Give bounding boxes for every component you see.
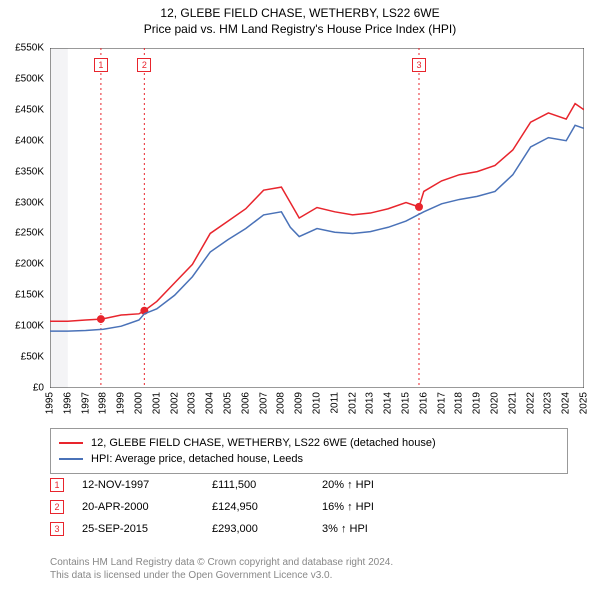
x-tick-label: 2014: [383, 392, 394, 414]
title: 12, GLEBE FIELD CHASE, WETHERBY, LS22 6W…: [0, 6, 600, 20]
x-tick-label: 1999: [116, 392, 127, 414]
x-tick-label: 1998: [98, 392, 109, 414]
y-tick-label: £550K: [15, 43, 44, 54]
x-tick-label: 1996: [62, 392, 73, 414]
price-chart: [50, 48, 584, 388]
legend: 12, GLEBE FIELD CHASE, WETHERBY, LS22 6W…: [50, 428, 568, 474]
legend-swatch-hpi: [59, 458, 83, 460]
x-tick-label: 2024: [561, 392, 572, 414]
y-tick-label: £100K: [15, 321, 44, 332]
y-tick-label: £200K: [15, 259, 44, 270]
chart-svg: [50, 48, 584, 388]
x-tick-label: 2008: [276, 392, 287, 414]
x-tick-label: 2009: [294, 392, 305, 414]
x-tick-label: 2011: [329, 392, 340, 414]
event-marker-box: 3: [412, 58, 426, 72]
x-tick-label: 2019: [472, 392, 483, 414]
event-marker-box: 1: [94, 58, 108, 72]
x-tick-label: 2021: [507, 392, 518, 414]
x-tick-label: 2023: [543, 392, 554, 414]
y-tick-label: £50K: [21, 352, 44, 363]
event-date: 12-NOV-1997: [64, 474, 212, 496]
x-tick-label: 2020: [490, 392, 501, 414]
x-tick-label: 2002: [169, 392, 180, 414]
x-tick-label: 1997: [80, 392, 91, 414]
x-tick-label: 1995: [45, 392, 56, 414]
report-container: 12, GLEBE FIELD CHASE, WETHERBY, LS22 6W…: [0, 0, 600, 590]
x-tick-label: 2016: [418, 392, 429, 414]
event-price: £293,000: [212, 518, 322, 540]
y-tick-label: £450K: [15, 104, 44, 115]
x-tick-label: 2005: [223, 392, 234, 414]
event-marker-icon: 3: [50, 522, 64, 536]
legend-swatch-property: [59, 442, 83, 444]
events-table: 1 12-NOV-1997 £111,500 20% ↑ HPI 2 20-AP…: [50, 474, 462, 540]
x-tick-label: 2022: [525, 392, 536, 414]
y-tick-label: £500K: [15, 73, 44, 84]
y-tick-label: £350K: [15, 166, 44, 177]
x-tick-label: 2001: [151, 392, 162, 414]
subtitle: Price paid vs. HM Land Registry's House …: [0, 22, 600, 36]
x-tick-label: 2007: [258, 392, 269, 414]
x-tick-label: 2012: [347, 392, 358, 414]
y-tick-label: £150K: [15, 290, 44, 301]
event-marker-icon: 1: [50, 478, 64, 492]
event-marker-box: 2: [137, 58, 151, 72]
y-tick-label: £400K: [15, 135, 44, 146]
x-tick-label: 2010: [312, 392, 323, 414]
legend-row: 12, GLEBE FIELD CHASE, WETHERBY, LS22 6W…: [59, 435, 559, 451]
x-tick-label: 2013: [365, 392, 376, 414]
y-tick-label: £250K: [15, 228, 44, 239]
footnote: Contains HM Land Registry data © Crown c…: [50, 556, 393, 582]
event-row: 1 12-NOV-1997 £111,500 20% ↑ HPI: [50, 474, 462, 496]
legend-label: HPI: Average price, detached house, Leed…: [91, 453, 303, 465]
x-tick-label: 2015: [401, 392, 412, 414]
x-tick-label: 2003: [187, 392, 198, 414]
x-tick-label: 2006: [240, 392, 251, 414]
event-date: 20-APR-2000: [64, 496, 212, 518]
footnote-line: Contains HM Land Registry data © Crown c…: [50, 556, 393, 569]
event-pct: 16% ↑ HPI: [322, 496, 462, 518]
event-marker-icon: 2: [50, 500, 64, 514]
event-pct: 3% ↑ HPI: [322, 518, 462, 540]
event-price: £124,950: [212, 496, 322, 518]
event-row: 3 25-SEP-2015 £293,000 3% ↑ HPI: [50, 518, 462, 540]
header: 12, GLEBE FIELD CHASE, WETHERBY, LS22 6W…: [0, 0, 600, 36]
event-price: £111,500: [212, 474, 322, 496]
x-tick-label: 2000: [134, 392, 145, 414]
x-tick-label: 2017: [436, 392, 447, 414]
event-pct: 20% ↑ HPI: [322, 474, 462, 496]
x-tick-label: 2004: [205, 392, 216, 414]
legend-row: HPI: Average price, detached house, Leed…: [59, 451, 559, 467]
x-tick-label: 2025: [579, 392, 590, 414]
y-tick-label: £0: [33, 383, 44, 394]
event-date: 25-SEP-2015: [64, 518, 212, 540]
event-row: 2 20-APR-2000 £124,950 16% ↑ HPI: [50, 496, 462, 518]
x-tick-label: 2018: [454, 392, 465, 414]
footnote-line: This data is licensed under the Open Gov…: [50, 569, 393, 582]
y-tick-label: £300K: [15, 197, 44, 208]
legend-label: 12, GLEBE FIELD CHASE, WETHERBY, LS22 6W…: [91, 437, 436, 449]
